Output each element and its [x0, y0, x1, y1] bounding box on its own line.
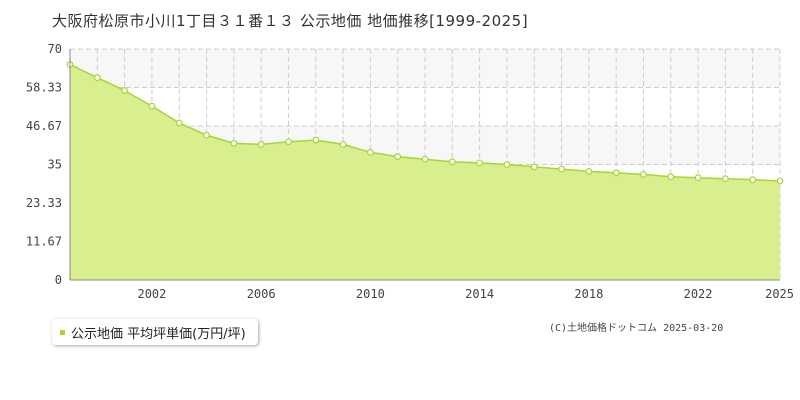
- x-tick-label: 2006: [247, 287, 276, 301]
- data-point: [421, 155, 429, 163]
- x-tick-label: 2010: [356, 287, 385, 301]
- data-point: [776, 177, 784, 185]
- area-fill: [70, 64, 780, 280]
- data-point: [203, 131, 210, 139]
- data-point: [476, 159, 484, 167]
- chart-title: 大阪府松原市小川1丁目３１番１３ 公示地価 地価推移[1999-2025]: [52, 12, 529, 30]
- data-point: [503, 161, 511, 168]
- x-tick-label: 2022: [684, 287, 713, 301]
- legend: 公示地価 平均坪単価(万円/坪): [52, 319, 258, 345]
- y-tick-label: 23.33: [26, 196, 62, 210]
- data-point: [448, 158, 456, 166]
- data-point: [640, 170, 647, 178]
- data-point: [230, 139, 238, 147]
- data-point: [285, 138, 292, 146]
- data-point: [175, 119, 183, 127]
- data-point: [257, 140, 265, 148]
- data-point: [93, 74, 101, 82]
- y-tick-label: 58.33: [26, 81, 62, 95]
- data-point: [585, 168, 593, 175]
- data-point: [366, 148, 374, 156]
- data-point: [339, 140, 347, 148]
- data-point: [667, 173, 675, 181]
- data-point: [312, 136, 320, 144]
- data-point: [148, 102, 156, 110]
- y-tick-label: 35: [48, 158, 62, 172]
- legend-label: 公示地価 平均坪単価(万円/坪): [71, 326, 246, 342]
- data-point: [694, 174, 702, 182]
- y-tick-label: 46.67: [26, 119, 62, 133]
- x-tick-label: 2025: [765, 287, 794, 301]
- x-tick-label: 2014: [465, 287, 494, 301]
- data-point: [394, 153, 402, 160]
- data-point: [721, 175, 729, 183]
- data-point: [121, 87, 129, 94]
- x-tick-label: 2002: [137, 287, 166, 301]
- data-point: [530, 163, 538, 171]
- legend-swatch: [60, 329, 65, 335]
- data-point: [749, 176, 757, 184]
- copyright-text: (C)土地価格ドットコム 2025-03-20: [549, 323, 724, 334]
- y-tick-label: 70: [48, 42, 62, 56]
- y-tick-label: 0: [55, 273, 62, 287]
- data-point: [612, 169, 620, 177]
- x-tick-label: 2018: [574, 287, 603, 301]
- y-tick-label: 11.67: [26, 234, 62, 248]
- data-point: [558, 165, 565, 173]
